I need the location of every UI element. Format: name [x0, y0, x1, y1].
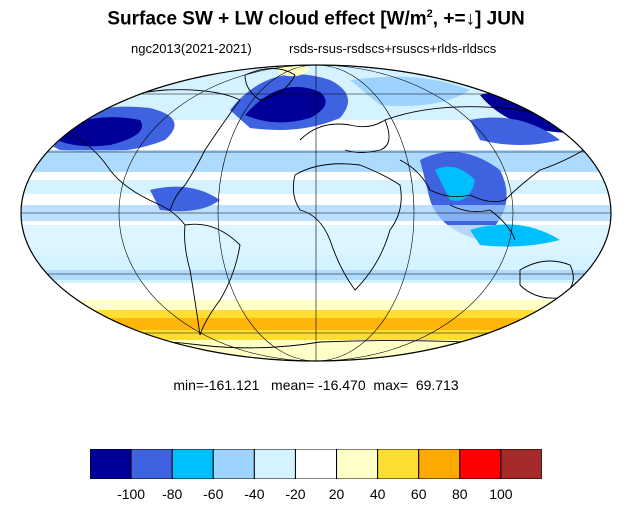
colorbar-tick-label: 80	[452, 486, 468, 502]
plot-title: Surface SW + LW cloud effect [W/m2, +=↓]…	[107, 8, 525, 30]
colorbar-segment	[212, 449, 255, 479]
colorbar-tick-label: -20	[285, 486, 306, 502]
colorbar-segment	[294, 449, 338, 479]
colorbar-segment	[418, 449, 461, 479]
colorbar-tick-label: 20	[328, 486, 345, 502]
colorbar-segment	[336, 449, 379, 479]
colorbar-tick-labels: -100 -80 -60 -40 -20 20 40 60 80 100	[0, 486, 632, 504]
colorbar-segment	[171, 449, 214, 479]
cloud-effect-field	[21, 65, 611, 361]
map-border	[20, 64, 612, 362]
colorbar-segment	[253, 449, 296, 479]
colorbar-tick-label: 60	[410, 486, 427, 502]
colorbar-segment	[500, 449, 542, 479]
colorbar-tick-label: -40	[244, 486, 265, 502]
colorbar-tick-label: -60	[203, 486, 224, 502]
field-statistics: min=-161.121 mean= -16.470 max= 69.713	[173, 377, 459, 393]
variable-formula: rsds-rsus-rsdscs+rsuscs+rlds-rldscs	[289, 41, 497, 56]
colorbar-tick-label: -80	[162, 486, 183, 502]
dataset-label: ngc2013(2021-2021)	[131, 41, 252, 56]
colorbar-segment	[377, 449, 420, 479]
colorbar-segment	[459, 449, 502, 479]
colorbar-tick-label: 100	[489, 486, 513, 502]
colorbar-segment	[130, 449, 173, 479]
colorbar-tick-label: -100	[117, 486, 146, 502]
colorbar-segment	[90, 449, 132, 479]
colorbar	[90, 449, 542, 479]
colorbar-tick-label: 40	[369, 486, 386, 502]
